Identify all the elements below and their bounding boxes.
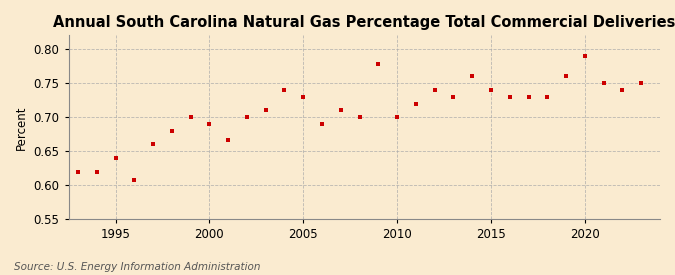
Title: Annual South Carolina Natural Gas Percentage Total Commercial Deliveries: Annual South Carolina Natural Gas Percen… bbox=[53, 15, 675, 30]
Y-axis label: Percent: Percent bbox=[15, 105, 28, 150]
Text: Source: U.S. Energy Information Administration: Source: U.S. Energy Information Administ… bbox=[14, 262, 260, 272]
